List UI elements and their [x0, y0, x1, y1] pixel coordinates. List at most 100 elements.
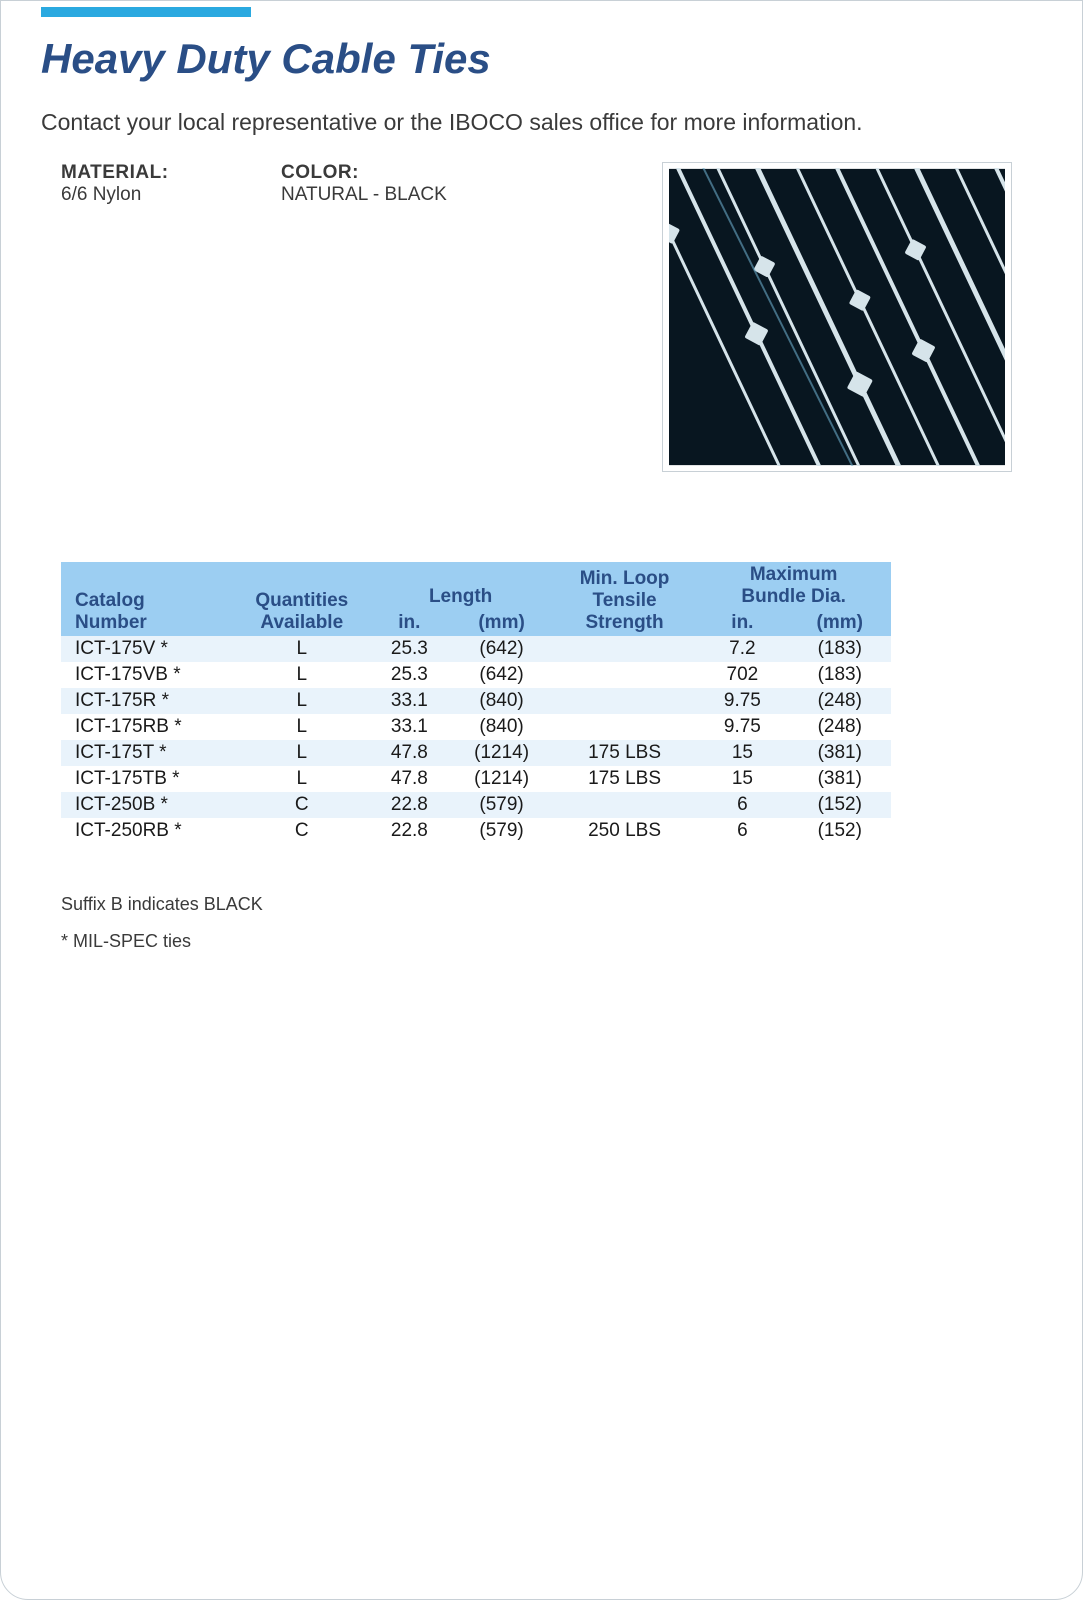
cell-catalog: ICT-175TB *	[61, 766, 235, 792]
cell-dia-mm: (248)	[789, 714, 892, 740]
cell-catalog: ICT-175VB *	[61, 662, 235, 688]
cell-tensile	[553, 662, 696, 688]
cell-qty: L	[235, 688, 368, 714]
cell-dia-in: 6	[696, 818, 788, 844]
footnote-suffix: Suffix B indicates BLACK	[61, 894, 1042, 915]
cell-tensile: 175 LBS	[553, 766, 696, 792]
intro-text: Contact your local representative or the…	[41, 109, 1042, 136]
cell-len-mm: (1214)	[450, 740, 552, 766]
cell-qty: L	[235, 766, 368, 792]
properties-row: MATERIAL: 6/6 Nylon COLOR: NATURAL - BLA…	[61, 162, 1042, 472]
accent-bar	[41, 7, 251, 17]
page-title: Heavy Duty Cable Ties	[41, 35, 1042, 83]
color-label: COLOR:	[281, 162, 541, 184]
col-h-catalog: Catalog Number	[61, 562, 235, 636]
cell-dia-mm: (183)	[789, 662, 892, 688]
table-row: ICT-175RB *L33.1(840) 9.75(248)	[61, 714, 891, 740]
cell-qty: L	[235, 714, 368, 740]
cell-catalog: ICT-175RB *	[61, 714, 235, 740]
cell-len-in: 25.3	[368, 662, 450, 688]
cell-dia-mm: (152)	[789, 792, 892, 818]
material-label: MATERIAL:	[61, 162, 281, 184]
cell-dia-mm: (381)	[789, 740, 892, 766]
cell-len-mm: (642)	[450, 636, 552, 662]
col-h-catalog-l2: Number	[75, 612, 147, 633]
table-row: ICT-175TB *L47.8(1214)175 LBS15(381)	[61, 766, 891, 792]
catalog-page: Heavy Duty Cable Ties Contact your local…	[0, 0, 1083, 1600]
col-h-bundle: Maximum Bundle Dia.	[696, 562, 891, 610]
cable-ties-image	[669, 168, 1005, 466]
cell-dia-in: 9.75	[696, 688, 788, 714]
cell-len-in: 22.8	[368, 792, 450, 818]
spec-table-head: Catalog Number Quantities Available Leng…	[61, 562, 891, 636]
cell-dia-in: 702	[696, 662, 788, 688]
cell-qty: L	[235, 636, 368, 662]
cell-len-mm: (579)	[450, 818, 552, 844]
table-row: ICT-175T *L47.8(1214)175 LBS15(381)	[61, 740, 891, 766]
cell-len-in: 25.3	[368, 636, 450, 662]
cell-dia-in: 15	[696, 740, 788, 766]
product-image-frame	[662, 162, 1012, 472]
col-h-length: Length	[368, 562, 552, 610]
color-block: COLOR: NATURAL - BLACK	[281, 162, 541, 206]
cell-tensile: 250 LBS	[553, 818, 696, 844]
col-h-bundle-in: in.	[696, 610, 788, 636]
cell-tensile: 175 LBS	[553, 740, 696, 766]
cell-tensile	[553, 636, 696, 662]
col-h-qty-l1: Quantities	[255, 590, 348, 611]
cell-len-mm: (840)	[450, 688, 552, 714]
cell-dia-mm: (183)	[789, 636, 892, 662]
cell-catalog: ICT-250RB *	[61, 818, 235, 844]
spec-table-wrap: Catalog Number Quantities Available Leng…	[61, 562, 1042, 844]
cell-catalog: ICT-175T *	[61, 740, 235, 766]
table-row: ICT-175R *L33.1(840) 9.75(248)	[61, 688, 891, 714]
col-h-qty: Quantities Available	[235, 562, 368, 636]
cell-len-mm: (642)	[450, 662, 552, 688]
table-row: ICT-250B *C22.8(579) 6(152)	[61, 792, 891, 818]
table-row: ICT-175VB *L25.3(642) 702(183)	[61, 662, 891, 688]
cell-qty: C	[235, 792, 368, 818]
col-h-tensile-l1: Min. Loop Tensile	[580, 568, 670, 611]
cell-dia-in: 6	[696, 792, 788, 818]
cell-tensile	[553, 714, 696, 740]
cell-len-in: 33.1	[368, 714, 450, 740]
col-h-tensile-l2: Strength	[586, 612, 664, 633]
cell-catalog: ICT-175R *	[61, 688, 235, 714]
cell-len-mm: (1214)	[450, 766, 552, 792]
col-h-qty-l2: Available	[260, 612, 343, 633]
cell-len-mm: (840)	[450, 714, 552, 740]
cell-qty: L	[235, 662, 368, 688]
cell-tensile	[553, 688, 696, 714]
col-h-tensile: Min. Loop Tensile Strength	[553, 562, 696, 636]
cell-qty: C	[235, 818, 368, 844]
col-h-bundle-mm: (mm)	[789, 610, 892, 636]
spec-table-body: ICT-175V *L25.3(642)7.2(183)ICT-175VB *L…	[61, 636, 891, 844]
cell-len-in: 47.8	[368, 766, 450, 792]
material-value: 6/6 Nylon	[61, 184, 281, 206]
col-h-length-in: in.	[368, 610, 450, 636]
cell-tensile	[553, 792, 696, 818]
table-row: ICT-250RB *C22.8(579)250 LBS6(152)	[61, 818, 891, 844]
cell-len-in: 22.8	[368, 818, 450, 844]
color-value: NATURAL - BLACK	[281, 184, 541, 206]
col-h-bundle-l2: Bundle Dia.	[741, 586, 846, 607]
cell-dia-mm: (152)	[789, 818, 892, 844]
cell-dia-mm: (381)	[789, 766, 892, 792]
table-row: ICT-175V *L25.3(642) 7.2(183)	[61, 636, 891, 662]
cell-qty: L	[235, 740, 368, 766]
cell-dia-mm: (248)	[789, 688, 892, 714]
material-block: MATERIAL: 6/6 Nylon	[61, 162, 281, 206]
cell-dia-in: 7.2	[696, 636, 788, 662]
cell-catalog: ICT-175V *	[61, 636, 235, 662]
col-h-catalog-l1: Catalog	[75, 590, 145, 611]
footnote-milspec: * MIL-SPEC ties	[61, 931, 1042, 952]
footnotes: Suffix B indicates BLACK * MIL-SPEC ties	[61, 894, 1042, 952]
cell-len-in: 33.1	[368, 688, 450, 714]
cell-dia-in: 9.75	[696, 714, 788, 740]
cell-len-in: 47.8	[368, 740, 450, 766]
cell-dia-in: 15	[696, 766, 788, 792]
cell-catalog: ICT-250B *	[61, 792, 235, 818]
spec-table: Catalog Number Quantities Available Leng…	[61, 562, 891, 844]
cell-len-mm: (579)	[450, 792, 552, 818]
col-h-length-mm: (mm)	[450, 610, 552, 636]
